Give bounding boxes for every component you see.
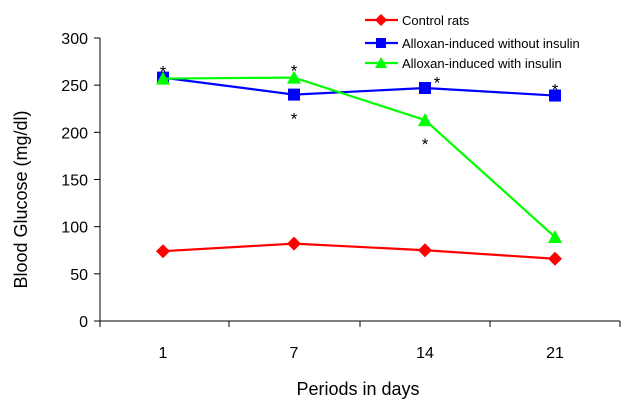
- legend-marker: [375, 57, 387, 68]
- legend-label: Alloxan-induced with insulin: [402, 56, 562, 71]
- significance-asterisk: *: [160, 62, 167, 81]
- y-tick-label: 250: [61, 78, 88, 95]
- y-tick-label: 300: [61, 31, 88, 48]
- series-control-rats: [156, 236, 562, 266]
- x-tick-label: 14: [416, 345, 434, 362]
- legend-marker: [375, 14, 387, 26]
- y-tick-label: 100: [61, 220, 88, 237]
- x-axis-title: Periods in days: [296, 379, 419, 399]
- data-point-alloxan-induced-without-insulin: [549, 89, 561, 102]
- significance-annotations: * * * * * *: [160, 61, 559, 154]
- y-axis-ticks: 0 50 100 150 200 250 300: [61, 31, 100, 331]
- legend-label: Control rats: [402, 13, 470, 28]
- series-line-alloxan-induced-with-insulin: [162, 76, 556, 238]
- data-point-alloxan-induced-with-insulin: [156, 71, 170, 85]
- x-tick-label: 1: [159, 345, 168, 362]
- data-point-control-rats: [548, 251, 562, 266]
- data-point-alloxan-induced-with-insulin: [548, 230, 562, 244]
- data-point-alloxan-induced-with-insulin: [287, 70, 301, 84]
- data-point-alloxan-induced-without-insulin: [288, 88, 300, 101]
- significance-asterisk: *: [291, 110, 298, 129]
- x-tick-label: 21: [546, 345, 564, 362]
- data-point-control-rats: [418, 243, 432, 258]
- legend-marker: [376, 38, 386, 48]
- series-line-control-rats: [162, 242, 556, 260]
- x-tick-label: 7: [290, 345, 299, 362]
- legend-label: Alloxan-induced without insulin: [402, 36, 580, 51]
- data-point-alloxan-induced-with-insulin: [418, 113, 432, 127]
- series-alloxan-induced-without-insulin: [157, 71, 561, 102]
- legend-item: Control rats: [365, 13, 470, 28]
- series-alloxan-induced-with-insulin: [156, 70, 562, 244]
- series-line-alloxan-induced-without-insulin: [162, 76, 556, 97]
- data-point-control-rats: [287, 236, 301, 251]
- y-tick-label: 0: [79, 314, 88, 331]
- y-axis-title: Blood Glucose (mg/dl): [11, 110, 31, 288]
- legend-item: Alloxan-induced without insulin: [365, 36, 580, 51]
- legend: Control rats Alloxan-induced without insu…: [365, 13, 580, 71]
- series-layer: [156, 70, 562, 266]
- significance-asterisk: *: [552, 80, 559, 99]
- significance-asterisk: *: [422, 135, 429, 154]
- data-point-alloxan-induced-without-insulin: [419, 81, 431, 94]
- y-tick-label: 150: [61, 173, 88, 190]
- legend-item: Alloxan-induced with insulin: [365, 56, 562, 71]
- data-point-control-rats: [156, 244, 170, 259]
- y-tick-label: 200: [61, 125, 88, 142]
- significance-asterisk: *: [434, 74, 441, 93]
- significance-asterisk: *: [291, 61, 298, 80]
- x-axis-ticks: 1 7 14 21: [99, 321, 621, 362]
- y-tick-label: 50: [70, 267, 88, 284]
